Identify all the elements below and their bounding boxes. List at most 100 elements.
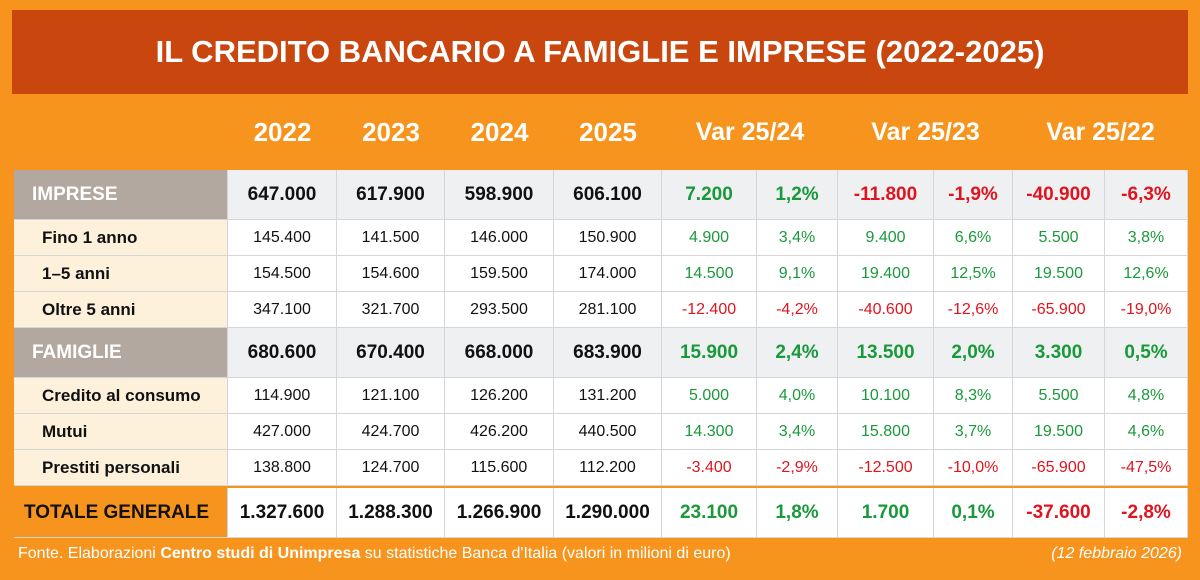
value-cell: 5.000 [662,378,757,414]
value-cell: 4,8% [1105,378,1188,414]
sub-label: Prestiti personali [14,450,228,486]
value-cell: 680.600 [228,328,337,378]
value-cell: 12,6% [1105,256,1188,292]
value-cell: 174.000 [554,256,662,292]
value-cell: 1,2% [757,170,838,220]
value-cell: 15.900 [662,328,757,378]
value-cell: 2,0% [934,328,1013,378]
value-cell: 145.400 [228,220,337,256]
value-cell: 3,4% [757,220,838,256]
value-cell: 606.100 [554,170,662,220]
value-cell: 23.100 [662,488,757,538]
value-cell: 1.288.300 [337,488,445,538]
value-cell: 19.500 [1013,256,1105,292]
value-cell: 5.500 [1013,378,1105,414]
value-cell: 114.900 [228,378,337,414]
value-cell: 347.100 [228,292,337,328]
variation-header: Var 25/23 [871,118,980,146]
value-cell: 14.500 [662,256,757,292]
sub-label: 1–5 anni [14,256,228,292]
value-cell: -65.900 [1013,292,1105,328]
value-cell: -2,9% [757,450,838,486]
value-cell: 3,8% [1105,220,1188,256]
value-cell: 154.500 [228,256,337,292]
value-cell: -40.600 [838,292,934,328]
value-cell: 617.900 [337,170,445,220]
value-cell: 12,5% [934,256,1013,292]
value-cell: 141.500 [337,220,445,256]
variation-header: Var 25/22 [1046,118,1155,146]
value-cell: 440.500 [554,414,662,450]
value-cell: 6,6% [934,220,1013,256]
footer: Fonte. Elaborazioni Centro studi di Unim… [18,540,1182,568]
value-cell: 1,8% [757,488,838,538]
value-cell: -6,3% [1105,170,1188,220]
value-cell: 427.000 [228,414,337,450]
value-cell: 3,4% [757,414,838,450]
value-cell: 126.200 [445,378,554,414]
value-cell: 426.200 [445,414,554,450]
year-header: 2023 [362,117,420,147]
value-cell: 5.500 [1013,220,1105,256]
value-cell: 8,3% [934,378,1013,414]
value-cell: 146.000 [445,220,554,256]
variation-header: Var 25/24 [695,118,805,146]
year-header: 2022 [253,117,312,147]
value-cell: 1.700 [838,488,934,538]
value-cell: -3.400 [662,450,757,486]
value-cell: -19,0% [1105,292,1188,328]
source: Fonte. Elaborazioni Centro studi di Unim… [18,545,731,563]
value-cell: 424.700 [337,414,445,450]
source-suffix: su statistiche Banca d'Italia (valori in… [360,545,731,562]
value-cell: 115.600 [445,450,554,486]
value-cell: 154.600 [337,256,445,292]
value-cell: 4,6% [1105,414,1188,450]
total-label: TOTALE GENERALE [14,488,228,538]
value-cell: -12,6% [934,292,1013,328]
value-cell: 598.900 [445,170,554,220]
sub-label: Mutui [14,414,228,450]
value-cell: 9.400 [838,220,934,256]
value-cell: 1.290.000 [554,488,662,538]
value-cell: 3,7% [934,414,1013,450]
value-cell: -47,5% [1105,450,1188,486]
value-cell: -10,0% [934,450,1013,486]
value-cell: 2,4% [757,328,838,378]
value-cell: 124.700 [337,450,445,486]
source-prefix: Fonte. Elaborazioni [18,545,161,562]
sub-label: Fino 1 anno [14,220,228,256]
value-cell: 293.500 [445,292,554,328]
value-cell: 647.000 [228,170,337,220]
value-cell: 670.400 [337,328,445,378]
value-cell: 7.200 [662,170,757,220]
year-header: 2025 [579,117,637,147]
value-cell: 683.900 [554,328,662,378]
value-cell: 159.500 [445,256,554,292]
value-cell: 150.900 [554,220,662,256]
source-bold: Centro studi di Unimpresa [160,545,361,562]
date: (12 febbraio 2026) [1051,545,1182,562]
value-cell: 121.100 [337,378,445,414]
year-header: 2024 [470,117,529,147]
value-cell: 10.100 [838,378,934,414]
value-cell: -11.800 [838,170,934,220]
main-label: FAMIGLIE [14,328,228,378]
value-cell: 0,1% [934,488,1013,538]
sub-label: Oltre 5 anni [14,292,228,328]
value-cell: 1.266.900 [445,488,554,538]
value-cell: -4,2% [757,292,838,328]
value-cell: 112.200 [554,450,662,486]
value-cell: 0,5% [1105,328,1188,378]
title: IL CREDITO BANCARIO A FAMIGLIE E IMPRESE… [12,10,1188,94]
value-cell: 281.100 [554,292,662,328]
value-cell: -1,9% [934,170,1013,220]
value-cell: 3.300 [1013,328,1105,378]
value-cell: 4.900 [662,220,757,256]
header-corner [14,95,228,170]
value-cell: -12.400 [662,292,757,328]
value-cell: -12.500 [838,450,934,486]
value-cell: 14.300 [662,414,757,450]
main-label: IMPRESE [14,170,228,220]
value-cell: 4,0% [757,378,838,414]
